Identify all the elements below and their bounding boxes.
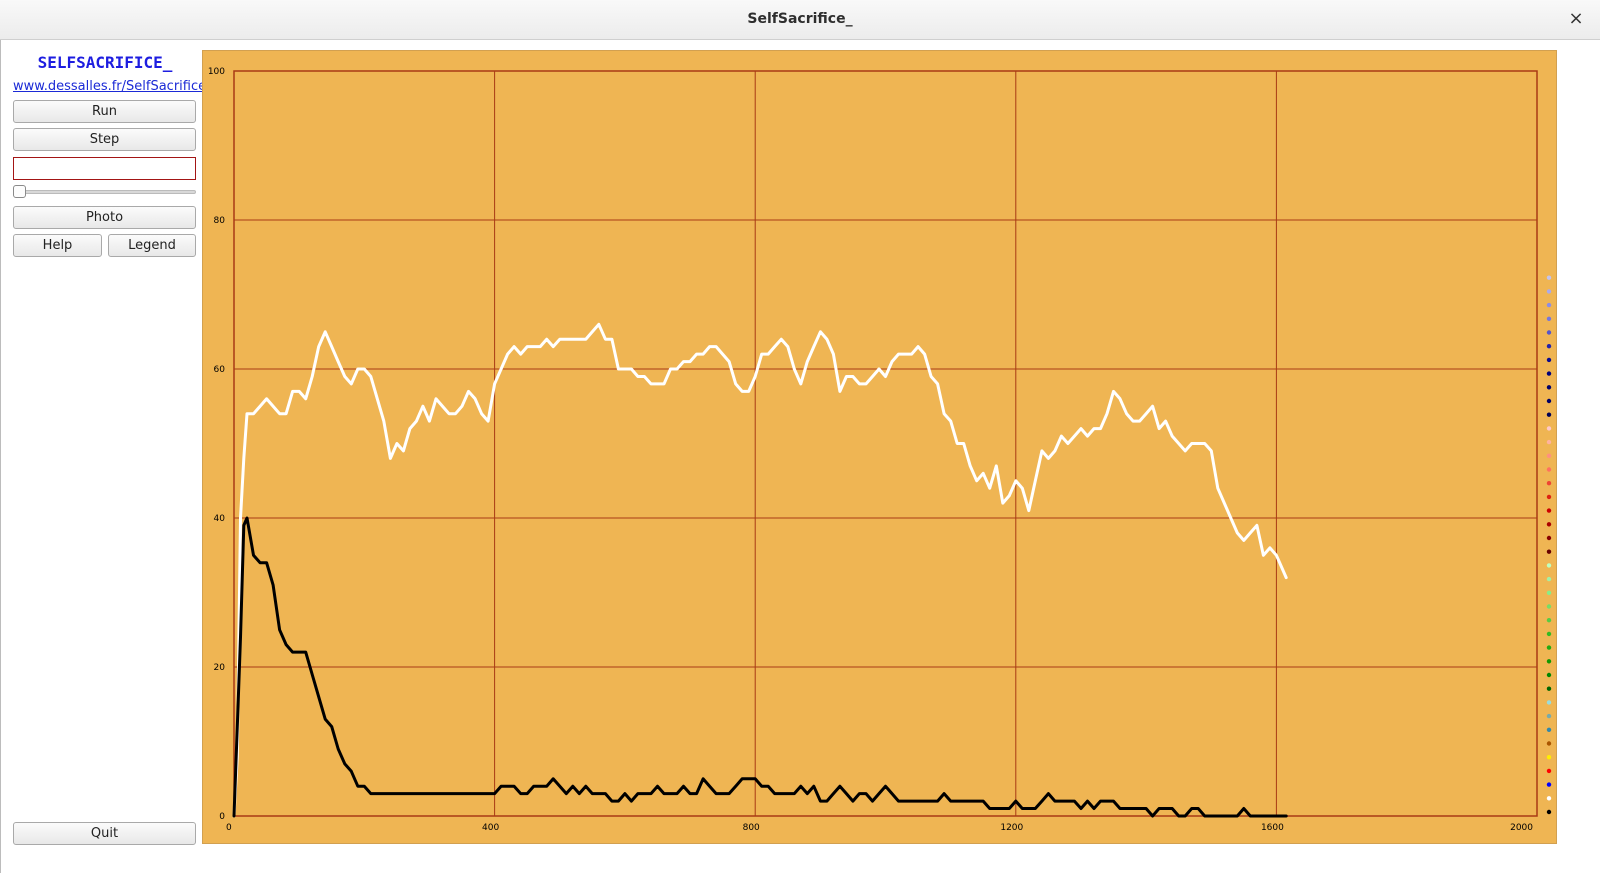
- app-window: SELFSACRIFICE_ www.dessalles.fr/SelfSacr…: [0, 40, 1600, 873]
- legend-dot: [1546, 508, 1552, 513]
- legend-dot: [1546, 535, 1552, 541]
- app-title: SELFSACRIFICE_: [37, 53, 173, 72]
- legend-dot: [1546, 439, 1552, 445]
- legend-dot: [1546, 768, 1552, 774]
- legend-dot: [1546, 275, 1552, 280]
- legend-dot: [1546, 453, 1552, 458]
- speed-input[interactable]: [13, 157, 196, 180]
- legend-dot: [1546, 371, 1552, 376]
- legend-dot: [1546, 316, 1552, 321]
- x-tick-label: 1200: [1000, 823, 1023, 833]
- legend-dot: [1546, 631, 1552, 637]
- legend-button[interactable]: Legend: [108, 234, 196, 257]
- legend-dot: [1546, 398, 1552, 404]
- legend-dot: [1546, 563, 1552, 568]
- speed-slider-thumb[interactable]: [13, 185, 26, 198]
- plot-frame: [233, 70, 1538, 817]
- website-link[interactable]: www.dessalles.fr/SelfSacrifice_: [13, 79, 213, 94]
- legend-dot: [1546, 426, 1552, 431]
- legend-dot: [1546, 659, 1552, 664]
- legend-dot: [1546, 289, 1552, 294]
- x-tick-label: 400: [482, 823, 499, 833]
- title-bar: SelfSacrifice_ ×: [0, 0, 1600, 40]
- legend-dot: [1546, 809, 1552, 815]
- y-tick-label: 100: [208, 67, 225, 77]
- x-tick-label: 800: [743, 823, 760, 833]
- help-button[interactable]: Help: [13, 234, 102, 257]
- x-tick-label: 1600: [1261, 823, 1284, 833]
- y-tick-label: 20: [214, 663, 226, 673]
- series-line-white: [232, 322, 1288, 818]
- legend-dot: [1546, 385, 1552, 390]
- x-tick-label: 2000: [1510, 823, 1533, 833]
- legend-dot: [1546, 302, 1552, 308]
- legend-dot: [1546, 412, 1552, 417]
- legend-dot: [1546, 645, 1552, 650]
- legend-dot: [1546, 604, 1552, 609]
- legend-dot: [1546, 467, 1552, 472]
- population-chart: 0 20 40 60 80 100 0 400 800 1200 1600 2000: [208, 67, 1552, 833]
- legend-dot: [1546, 522, 1552, 527]
- legend-dot: [1546, 344, 1552, 349]
- step-button[interactable]: Step: [13, 128, 196, 151]
- window-title: SelfSacrifice_: [747, 11, 853, 27]
- graph-panel: 0 20 40 60 80 100 0 400 800 1200 1600 2000: [202, 50, 1557, 844]
- legend-dot: [1546, 357, 1552, 363]
- legend-dot: [1546, 549, 1552, 554]
- legend-dot: [1546, 686, 1552, 691]
- legend-dot: [1546, 330, 1552, 335]
- legend-dot: [1546, 796, 1552, 801]
- legend-dot: [1546, 481, 1552, 486]
- y-tick-label: 40: [214, 514, 226, 524]
- legend-dot: [1546, 700, 1552, 705]
- photo-button[interactable]: Photo: [13, 206, 196, 229]
- y-tick-label: 80: [214, 216, 226, 226]
- legend-dot: [1546, 672, 1552, 678]
- legend-dot: [1546, 590, 1552, 595]
- legend-dot: [1546, 713, 1552, 719]
- legend-dot: [1546, 727, 1552, 732]
- x-tick-label: 0: [226, 823, 232, 833]
- quit-button[interactable]: Quit: [13, 822, 196, 845]
- run-button[interactable]: Run: [13, 100, 196, 123]
- legend-dot: [1546, 741, 1552, 746]
- legend-dot: [1546, 494, 1552, 500]
- y-tick-label: 60: [214, 365, 226, 375]
- legend-dot: [1546, 755, 1552, 760]
- legend-dot: [1546, 618, 1552, 623]
- close-button[interactable]: ×: [1568, 8, 1584, 29]
- speed-slider-track[interactable]: [15, 190, 196, 194]
- y-tick-label: 0: [219, 812, 225, 822]
- legend-dot: [1546, 782, 1552, 787]
- series-line-black: [232, 516, 1288, 818]
- legend-dot: [1546, 576, 1552, 582]
